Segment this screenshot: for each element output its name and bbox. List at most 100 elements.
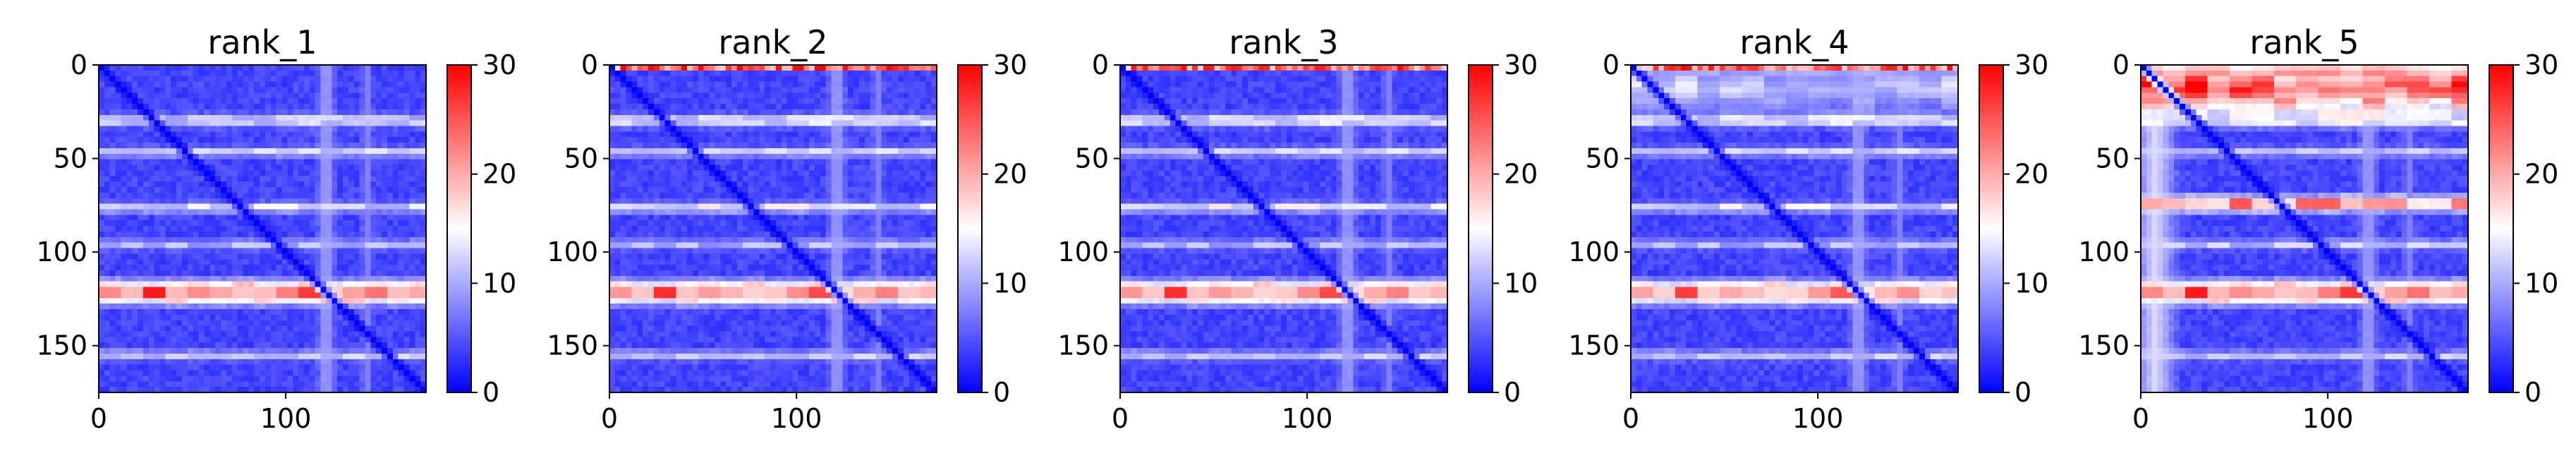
heatmap-cell (115, 81, 122, 88)
heatmap-cell (365, 348, 371, 354)
heatmap-cell (171, 198, 177, 205)
heatmap-cell (148, 143, 155, 149)
heatmap-cell (348, 342, 355, 349)
heatmap-cell (664, 164, 672, 172)
heatmap-cell (260, 192, 266, 199)
heatmap-cell (614, 92, 621, 99)
heatmap-cell (382, 104, 388, 110)
heatmap-cell (320, 381, 327, 387)
heatmap-cell (142, 248, 150, 254)
heatmap-cell (376, 375, 382, 382)
heatmap-cell (664, 187, 672, 193)
heatmap-cell (403, 70, 410, 77)
heatmap-cell (626, 87, 633, 93)
heatmap-cell (281, 275, 288, 282)
heatmap-cell (115, 76, 122, 83)
heatmap-cell (181, 364, 188, 371)
heatmap-cell (154, 364, 161, 371)
heatmap-cell (260, 114, 266, 121)
heatmap-cell (248, 325, 255, 332)
heatmap-cell (231, 275, 238, 282)
heatmap-cell (181, 259, 188, 265)
heatmap-cell (159, 87, 166, 93)
heatmap-cell (270, 248, 277, 254)
heatmap-cell (681, 192, 688, 199)
heatmap-cell (887, 65, 893, 71)
heatmap-cell (181, 248, 188, 254)
heatmap-cell (132, 226, 138, 232)
heatmap-cell (276, 375, 283, 382)
heatmap-cell (931, 143, 937, 149)
heatmap-cell (215, 298, 221, 304)
heatmap-cell (237, 181, 244, 188)
heatmap-cell (809, 148, 815, 155)
heatmap-cell (138, 265, 144, 271)
heatmap-cell (281, 259, 288, 265)
heatmap-cell (142, 309, 150, 315)
heatmap-cell (348, 120, 355, 127)
heatmap-cell (875, 164, 882, 172)
heatmap-cell (637, 104, 643, 110)
heatmap-cell (281, 226, 288, 232)
heatmap-cell (403, 281, 410, 288)
heatmap-cell (270, 70, 277, 77)
heatmap-cell (176, 342, 183, 349)
heatmap-cell (798, 114, 804, 121)
heatmap-cell (681, 176, 688, 182)
heatmap-cell (176, 226, 183, 232)
heatmap-cell (138, 381, 144, 387)
heatmap-cell (648, 126, 655, 132)
heatmap-cell (848, 98, 854, 104)
heatmap-cell (204, 275, 210, 282)
heatmap-cell (609, 164, 616, 172)
heatmap-cell (736, 120, 743, 127)
heatmap-cell (698, 70, 705, 77)
heatmap-cell (892, 109, 899, 116)
heatmap-cell (887, 98, 893, 104)
heatmap-cell (276, 325, 283, 332)
heatmap-cell (171, 265, 177, 271)
heatmap-cell (221, 303, 227, 310)
heatmap-cell (204, 87, 210, 93)
heatmap-cell (298, 181, 305, 188)
heatmap-cell (298, 236, 305, 243)
heatmap-cell (803, 159, 810, 166)
heatmap-cell (798, 170, 804, 176)
heatmap-cell (765, 181, 771, 188)
heatmap-cell (231, 353, 238, 360)
heatmap-cell (753, 164, 760, 172)
heatmap-cell (887, 109, 893, 116)
heatmap-cell (643, 92, 649, 99)
heatmap-cell (148, 292, 155, 299)
heatmap-cell (215, 220, 221, 227)
heatmap-cell (825, 70, 832, 77)
heatmap-cell (653, 176, 660, 182)
heatmap-cell (193, 92, 200, 99)
heatmap-cell (337, 70, 344, 77)
heatmap-cell (215, 192, 221, 199)
heatmap-cell (99, 281, 105, 288)
heatmap-cell (159, 375, 166, 382)
heatmap-cell (193, 236, 200, 243)
heatmap-cell (237, 325, 244, 332)
heatmap-cell (187, 253, 194, 260)
heatmap-cell (837, 153, 843, 160)
heatmap-cell (653, 131, 660, 138)
heatmap-cell (281, 181, 288, 188)
heatmap-cell (831, 76, 838, 83)
heatmap-cell (931, 126, 937, 132)
heatmap-cell (353, 348, 360, 354)
heatmap-cell (858, 164, 865, 172)
heatmap-cell (126, 287, 133, 294)
heatmap-cell (293, 292, 299, 299)
heatmap-cell (99, 170, 105, 176)
heatmap-cell (142, 292, 150, 299)
heatmap-cell (726, 104, 732, 110)
heatmap-cell (237, 148, 244, 155)
heatmap-cell (631, 126, 638, 132)
heatmap-cell (382, 181, 388, 188)
heatmap-cell (403, 287, 410, 294)
heatmap-cell (887, 126, 893, 132)
heatmap-cell (132, 76, 138, 83)
heatmap-cell (897, 181, 904, 188)
